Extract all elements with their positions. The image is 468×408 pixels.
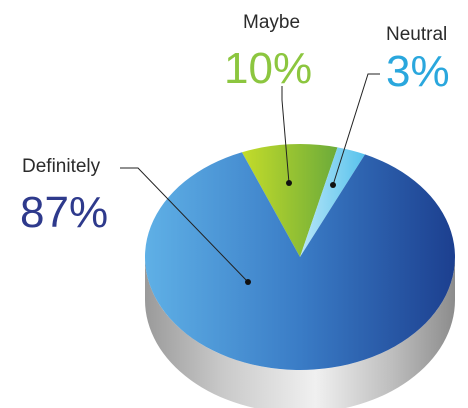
- slice-maybe: [241, 144, 338, 257]
- pie-3d-side: [145, 257, 455, 408]
- leader-maybe-dot: [286, 180, 292, 186]
- slice-neutral: [300, 147, 366, 257]
- label-maybe: Maybe: [243, 12, 300, 33]
- label-definitely: Definitely: [22, 156, 101, 177]
- slice-definitely: [144, 152, 455, 370]
- label-neutral: Neutral: [386, 24, 447, 45]
- pie-slices: [144, 144, 455, 370]
- leader-neutral: [332, 73, 380, 186]
- leader-lines: [120, 73, 380, 285]
- leader-maybe: [281, 86, 290, 184]
- leader-definitely-dot: [245, 279, 251, 285]
- leader-neutral-dot: [330, 182, 336, 188]
- value-maybe: 10%: [224, 44, 312, 93]
- leader-definitely: [120, 167, 249, 283]
- value-neutral: 3%: [386, 47, 450, 96]
- value-definitely: 87%: [20, 188, 108, 237]
